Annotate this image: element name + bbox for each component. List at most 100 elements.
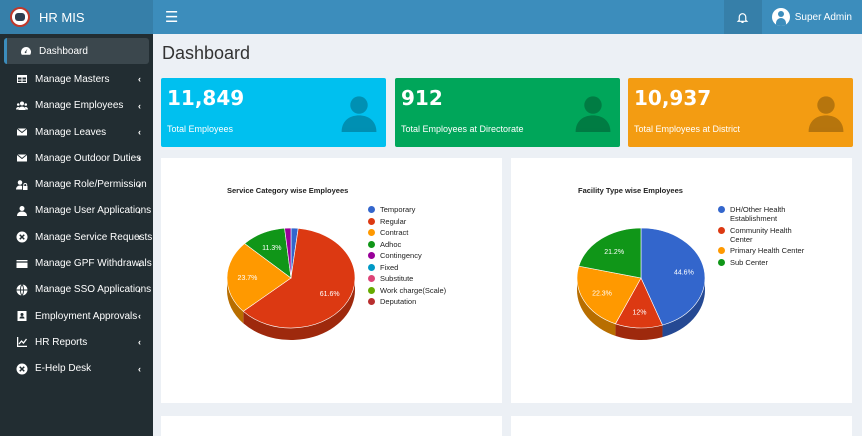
pie-data-label: 44.6% bbox=[674, 270, 694, 277]
pie-slice[interactable] bbox=[284, 227, 292, 279]
pie-data-label: 12% bbox=[632, 309, 646, 316]
chevron-left-icon: ‹ bbox=[138, 337, 141, 348]
legend-swatch bbox=[368, 275, 375, 282]
app-logo-icon bbox=[10, 7, 30, 27]
logo-area[interactable]: HR MIS bbox=[0, 0, 153, 34]
user-lock-icon bbox=[16, 179, 28, 191]
stat-label: Total Employees at Directorate bbox=[401, 124, 524, 134]
pie-slice[interactable] bbox=[226, 243, 292, 312]
legend-item[interactable]: Work charge(Scale) bbox=[368, 286, 453, 295]
sidebar: Dashboard Manage Masters ‹ Manage Employ… bbox=[0, 34, 153, 436]
chevron-left-icon: ‹ bbox=[138, 127, 141, 138]
user-menu[interactable]: Super Admin bbox=[762, 0, 862, 34]
sidebar-item-label: E-Help Desk bbox=[35, 363, 92, 375]
sidebar-item-label: Manage SSO Applications bbox=[35, 284, 152, 296]
legend-label: Fixed bbox=[380, 262, 399, 272]
pie-slice[interactable] bbox=[578, 227, 642, 279]
legend-swatch bbox=[368, 252, 375, 259]
chart-title: Facility Type wise Employees bbox=[578, 186, 683, 195]
chevron-left-icon: ‹ bbox=[138, 284, 141, 295]
sidebar-item-manage-sso-applications[interactable]: Manage SSO Applications ‹ bbox=[0, 277, 153, 303]
chart-panel-facility-type: Facility Type wise Employees 44.6% 12% 22.… bbox=[511, 158, 852, 403]
chevron-left-icon: ‹ bbox=[138, 258, 141, 269]
sidebar-item-manage-employees[interactable]: Manage Employees ‹ bbox=[0, 93, 153, 119]
legend-swatch bbox=[368, 240, 375, 248]
pie-data-label: 21.2% bbox=[604, 249, 624, 256]
pie-depth bbox=[227, 278, 355, 340]
legend-item[interactable]: Contract bbox=[368, 228, 453, 237]
legend-label: Substitute bbox=[380, 274, 414, 283]
pie-slice[interactable] bbox=[576, 265, 642, 325]
sidebar-item-manage-service-requests[interactable]: Manage Service Requests ‹ bbox=[0, 224, 153, 250]
table-icon bbox=[16, 73, 28, 85]
pie-slice-side bbox=[615, 323, 663, 340]
user-icon bbox=[16, 205, 28, 217]
legend-item[interactable]: DH/Other Health Establishment bbox=[718, 205, 813, 223]
sidebar-item-manage-role-permission[interactable]: Manage Role/Permission ‹ bbox=[0, 171, 153, 197]
sidebar-item-label: Manage User Applications bbox=[35, 205, 152, 217]
sidebar-item-manage-gpf-withdrawals[interactable]: Manage GPF Withdrawals ‹ bbox=[0, 250, 153, 276]
sidebar-item-label: HR Reports bbox=[35, 336, 88, 348]
sidebar-item-manage-masters[interactable]: Manage Masters ‹ bbox=[0, 66, 153, 92]
legend-item[interactable]: Adhoc bbox=[368, 240, 453, 249]
legend-label: Contingency bbox=[380, 251, 422, 260]
stat-box-total-employees[interactable]: 11,849 Total Employees bbox=[161, 78, 386, 147]
hamburger-icon[interactable]: ☰ bbox=[165, 8, 179, 26]
chart-legend: DH/Other Health Establishment Community H… bbox=[718, 205, 813, 269]
envelope-icon bbox=[16, 152, 28, 164]
stat-box-district[interactable]: 10,937 Total Employees at District bbox=[628, 78, 853, 147]
pie-depth bbox=[577, 278, 705, 340]
legend-item[interactable]: Sub Center bbox=[718, 258, 813, 267]
bell-icon bbox=[736, 12, 749, 23]
sidebar-item-label: Manage GPF Withdrawals bbox=[35, 258, 152, 270]
sidebar-item-hr-reports[interactable]: HR Reports ‹ bbox=[0, 329, 153, 355]
chevron-left-icon: ‹ bbox=[138, 205, 141, 216]
pie-slice-side bbox=[243, 278, 355, 340]
sidebar-item-manage-user-applications[interactable]: Manage User Applications ‹ bbox=[0, 198, 153, 224]
legend-item[interactable]: Fixed bbox=[368, 263, 453, 272]
legend-label: Community Health Center bbox=[730, 225, 792, 244]
sidebar-item-label: Manage Service Requests bbox=[35, 231, 153, 243]
chevron-left-icon: ‹ bbox=[138, 74, 141, 85]
legend-item[interactable]: Primary Health Center bbox=[718, 246, 813, 255]
main-content: Dashboard 11,849 Total Employees 912 Tot… bbox=[153, 34, 862, 436]
users-icon bbox=[16, 100, 28, 112]
legend-swatch bbox=[368, 298, 375, 305]
legend-label: Contract bbox=[380, 228, 409, 237]
legend-item[interactable]: Contingency bbox=[368, 251, 453, 260]
person-icon bbox=[807, 94, 845, 132]
sidebar-item-manage-outdoor-duties[interactable]: Manage Outdoor Duties ‹ bbox=[0, 145, 153, 171]
legend-label: Work charge(Scale) bbox=[380, 285, 447, 295]
stat-label: Total Employees at District bbox=[634, 124, 741, 134]
legend-label: Sub Center bbox=[730, 257, 768, 267]
chevron-left-icon: ‹ bbox=[138, 153, 141, 164]
notifications-button[interactable] bbox=[723, 0, 762, 34]
pie-chart-service-category: 61.6% 23.7% 11.3% bbox=[226, 227, 356, 340]
chevron-left-icon: ‹ bbox=[138, 232, 141, 243]
legend-item[interactable]: Temporary bbox=[368, 205, 453, 214]
chevron-left-icon: ‹ bbox=[138, 179, 141, 190]
legend-item[interactable]: Community Health Center bbox=[718, 226, 813, 244]
legend-item[interactable]: Substitute bbox=[368, 274, 453, 283]
app-title: HR MIS bbox=[39, 9, 85, 25]
legend-swatch bbox=[718, 247, 725, 254]
user-name: Super Admin bbox=[794, 11, 852, 23]
pie-slice[interactable] bbox=[640, 227, 706, 326]
stat-value: 10,937 bbox=[634, 86, 712, 110]
stat-box-directorate[interactable]: 912 Total Employees at Directorate bbox=[395, 78, 620, 147]
sidebar-item-manage-leaves[interactable]: Manage Leaves ‹ bbox=[0, 119, 153, 145]
pie-slice[interactable] bbox=[242, 227, 356, 329]
legend-item[interactable]: Deputation bbox=[368, 297, 453, 306]
legend-label: Temporary bbox=[380, 205, 416, 214]
badge-icon bbox=[16, 310, 28, 322]
sidebar-item-label: Manage Masters bbox=[35, 73, 110, 85]
sidebar-item-label: Employment Approvals bbox=[35, 310, 138, 322]
legend-item[interactable]: Regular bbox=[368, 217, 453, 226]
legend-swatch bbox=[718, 226, 725, 234]
sidebar-item-label: Manage Outdoor Duties bbox=[35, 152, 142, 164]
sidebar-item-e-help-desk[interactable]: E-Help Desk ‹ bbox=[0, 356, 153, 382]
sidebar-item-employment-approvals[interactable]: Employment Approvals ‹ bbox=[0, 303, 153, 329]
legend-label: Primary Health Center bbox=[730, 246, 805, 255]
sidebar-item-dashboard[interactable]: Dashboard bbox=[4, 38, 149, 65]
stat-value: 912 bbox=[401, 86, 443, 110]
